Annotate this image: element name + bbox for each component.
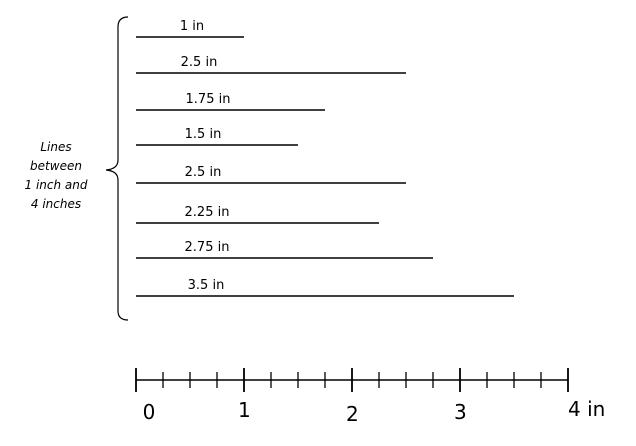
- line-length-label: 3.5 in: [188, 278, 225, 293]
- brace-label-line: between: [30, 159, 82, 173]
- line-length-label: 1.75 in: [186, 92, 231, 107]
- ruler-tick-label: 3: [454, 400, 467, 424]
- brace-label-line: Lines: [40, 140, 71, 154]
- measured-lines: 1 in 2.5 in 1.75 in 1.5 in 2.5 in 2.25 in 2.75…: [136, 19, 514, 297]
- line-length-label: 1.5 in: [185, 127, 222, 142]
- ruler-tick-label: 4 in: [568, 397, 605, 421]
- ruler: 0 1 2 3 4 in: [135, 368, 605, 426]
- line-length-label: 2.25 in: [185, 205, 230, 220]
- line-length-label: 2.5 in: [185, 165, 222, 180]
- line-length-label: 2.5 in: [181, 55, 218, 70]
- line-length-label: 1 in: [180, 19, 204, 34]
- grouping-brace: [105, 16, 129, 321]
- brace-label-line: 4 inches: [31, 197, 81, 211]
- brace-label-line: 1 inch and: [25, 178, 88, 192]
- ruler-tick-label: 1: [238, 398, 251, 422]
- brace-label: Lines between 1 inch and 4 inches: [25, 140, 88, 211]
- ruler-tick-label: 2: [346, 402, 359, 426]
- ruler-tick-label: 0: [143, 400, 156, 424]
- line-length-label: 2.75 in: [185, 240, 230, 255]
